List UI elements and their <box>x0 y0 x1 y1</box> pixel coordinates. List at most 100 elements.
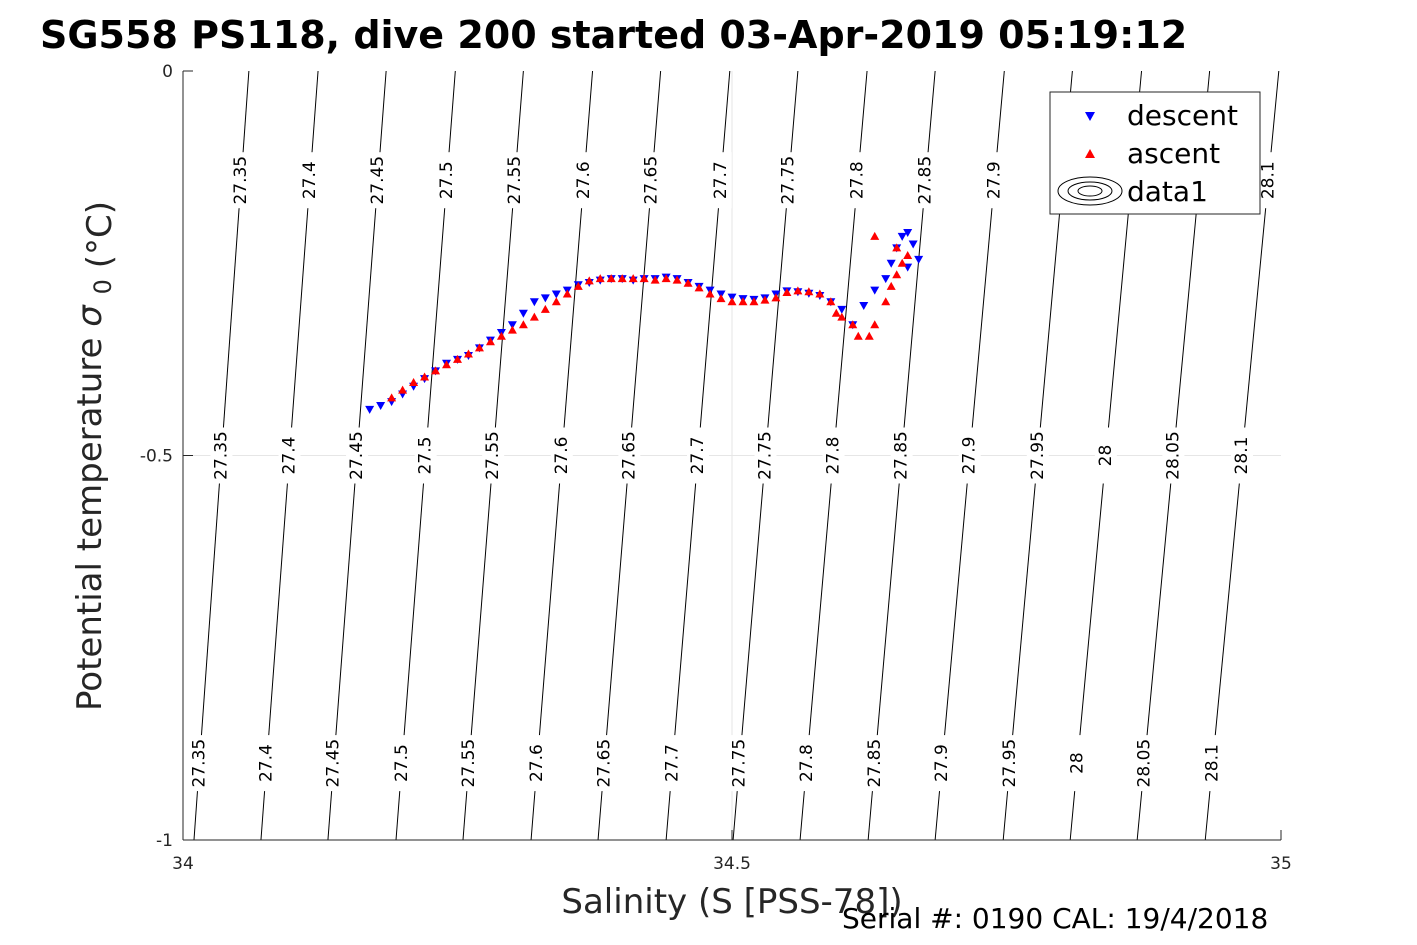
legend: descent ascent data1 <box>1049 91 1261 215</box>
contour-label-bg <box>210 427 233 484</box>
ascent-point <box>705 289 715 298</box>
descent-point <box>908 240 918 249</box>
contour-label: 28.05 <box>1163 431 1183 480</box>
contour-label: 27.75 <box>779 156 799 205</box>
ascent-point <box>672 275 682 284</box>
contour-label-bg <box>458 735 481 792</box>
descent-point <box>870 286 880 295</box>
contour-label: 27.85 <box>865 739 885 788</box>
contour-label-bg <box>983 152 1006 209</box>
ascent-point <box>639 274 649 283</box>
contour-label: 27.65 <box>619 431 639 480</box>
ascent-point <box>886 281 896 290</box>
contour-label-bg <box>709 152 732 209</box>
contour-label-bg <box>914 152 937 209</box>
legend-ascent-label: ascent <box>1127 137 1220 170</box>
contour-label-bg <box>390 735 413 792</box>
ascent-point <box>453 354 462 363</box>
ascent-point <box>661 274 671 283</box>
chart-title: SG558 PS118, dive 200 started 03-Apr-201… <box>40 13 1187 57</box>
ascent-point <box>897 258 907 267</box>
contour-label: 27.7 <box>662 744 682 782</box>
ascent-point <box>831 308 841 317</box>
contour-label: 27.35 <box>189 739 209 788</box>
descent-point <box>507 321 517 330</box>
ascent-point <box>881 297 891 306</box>
descent-point <box>903 228 913 237</box>
contour-label: 27.35 <box>231 156 251 205</box>
legend-data1-label: data1 <box>1127 175 1208 208</box>
contour-label-bg <box>1026 427 1049 484</box>
contour-label: 27.8 <box>848 161 868 199</box>
contour-label: 27.4 <box>280 437 300 475</box>
y-tick-label: -1 <box>156 831 173 851</box>
contour-label: 27.9 <box>984 161 1004 199</box>
ascent-point <box>617 274 627 283</box>
contour-label-bg <box>503 152 526 209</box>
contour-label: 27.5 <box>392 744 412 782</box>
ascent-point <box>485 337 495 346</box>
contour-label-bg <box>278 427 301 484</box>
contour-label: 28.1 <box>1258 161 1278 199</box>
axes <box>182 70 1282 841</box>
x-tick-labels: 34 34.5 35 <box>172 854 1292 874</box>
descent-point <box>837 305 847 314</box>
descent-point <box>914 255 924 264</box>
y-axis-label-symbol: σ <box>70 304 110 327</box>
ascent-point <box>420 372 430 381</box>
contour-label-bg <box>931 735 954 792</box>
contour-label: 27.45 <box>324 739 344 788</box>
ascent-point <box>771 293 781 302</box>
legend-box <box>1049 91 1261 215</box>
x-tick-label: 34 <box>172 854 194 874</box>
contour-label-bg <box>686 427 709 484</box>
descent-point <box>551 290 561 299</box>
calibration-footer: Serial #: 0190 CAL: 19/4/2018 <box>842 902 1268 935</box>
contour-label: 27.45 <box>368 156 388 205</box>
contour-label-bg <box>863 735 886 792</box>
contour-label-bg <box>846 152 869 209</box>
contour-label-bg <box>1066 735 1089 792</box>
descent-point <box>859 302 869 311</box>
contour-label-bg <box>526 735 549 792</box>
ascent-point <box>749 297 759 306</box>
y-axis-label-text: Potential temperature <box>70 338 110 711</box>
contour-label: 27.7 <box>711 161 731 199</box>
ascent-point <box>804 287 814 296</box>
contour-label-bg <box>322 735 345 792</box>
contour-label: 27.8 <box>797 744 817 782</box>
contour-label-bg <box>366 152 389 209</box>
ascent-point <box>782 287 792 296</box>
contour-label: 27.95 <box>1028 431 1048 480</box>
ascent-point <box>853 331 863 340</box>
contour-label-bg <box>414 427 437 484</box>
contour-label: 27.4 <box>257 744 277 782</box>
y-axis-label-subscript: 0 <box>89 279 117 294</box>
ascent-point <box>529 312 539 321</box>
contour-label-bg <box>618 427 641 484</box>
ascent-point <box>848 320 858 329</box>
ascent-point <box>584 276 594 285</box>
contour-label: 28.1 <box>1203 744 1223 782</box>
contour-label: 27.55 <box>505 156 525 205</box>
legend-descent-label: descent <box>1127 99 1238 132</box>
contour-label-bg <box>890 427 913 484</box>
contour-label-bg <box>795 735 818 792</box>
contour-label: 27.45 <box>347 431 367 480</box>
ascent-point <box>650 275 660 284</box>
x-tick-label: 35 <box>1270 854 1292 874</box>
contour-label-bg <box>1162 427 1185 484</box>
contour-label: 27.85 <box>892 431 912 480</box>
ascent-point <box>760 295 770 304</box>
contour-label-bg <box>777 152 800 209</box>
ascent-point <box>474 343 484 352</box>
legend-contour-icon <box>1057 176 1123 206</box>
y-tick-label: 0 <box>162 62 173 82</box>
descent-point <box>365 405 375 414</box>
ascent-point <box>716 294 726 303</box>
ascent-point <box>507 325 517 334</box>
ascent-point <box>431 366 441 375</box>
contour-label-bg <box>728 735 751 792</box>
descent-point <box>376 402 386 411</box>
